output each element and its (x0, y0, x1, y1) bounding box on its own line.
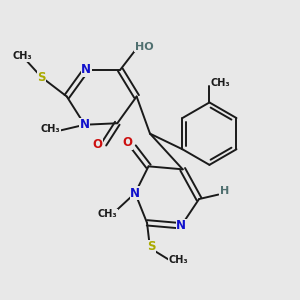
Text: CH₃: CH₃ (168, 255, 188, 265)
Text: CH₃: CH₃ (98, 209, 117, 219)
Text: O: O (122, 136, 132, 149)
Text: S: S (37, 71, 46, 84)
Text: CH₃: CH₃ (210, 78, 230, 88)
Text: N: N (80, 118, 90, 131)
Text: O: O (92, 138, 102, 151)
Text: N: N (130, 187, 140, 200)
Text: CH₃: CH₃ (40, 124, 60, 134)
Text: S: S (147, 240, 156, 253)
Text: N: N (176, 219, 186, 232)
Text: HO: HO (135, 42, 153, 52)
Text: CH₃: CH₃ (12, 51, 32, 62)
Text: H: H (220, 186, 229, 196)
Text: N: N (81, 63, 91, 76)
